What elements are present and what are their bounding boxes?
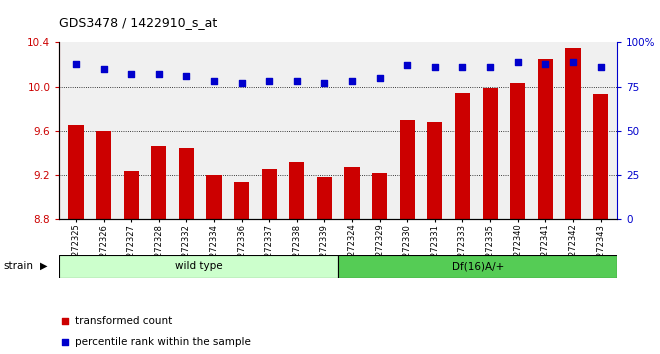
- Point: [568, 59, 578, 65]
- Bar: [566, 48, 581, 219]
- Point: [319, 80, 330, 86]
- Bar: [123, 171, 139, 219]
- Point: [512, 59, 523, 65]
- Bar: [593, 95, 608, 219]
- Bar: [317, 177, 332, 219]
- Point: [457, 64, 468, 70]
- Point: [126, 72, 137, 77]
- Point: [430, 64, 440, 70]
- Point: [154, 72, 164, 77]
- Point: [595, 64, 606, 70]
- Bar: [510, 84, 525, 219]
- Bar: [261, 169, 277, 219]
- Point: [181, 73, 191, 79]
- Bar: [338, 255, 617, 278]
- Bar: [345, 167, 360, 219]
- Text: wild type: wild type: [175, 261, 222, 272]
- Text: ▶: ▶: [40, 261, 47, 271]
- Bar: [69, 125, 84, 219]
- Point: [292, 79, 302, 84]
- Point: [381, 53, 392, 58]
- Point: [264, 79, 275, 84]
- Bar: [455, 93, 470, 219]
- Bar: [482, 88, 498, 219]
- Bar: [96, 131, 111, 219]
- Bar: [427, 122, 442, 219]
- Text: strain: strain: [3, 261, 33, 271]
- Bar: [289, 162, 304, 219]
- Bar: [59, 255, 338, 278]
- Bar: [400, 120, 415, 219]
- Point: [236, 80, 247, 86]
- Point: [402, 63, 412, 68]
- Point: [346, 79, 357, 84]
- Point: [540, 61, 550, 67]
- Text: transformed count: transformed count: [75, 315, 172, 326]
- Text: percentile rank within the sample: percentile rank within the sample: [75, 337, 251, 347]
- Point: [374, 75, 385, 81]
- Bar: [234, 182, 249, 219]
- Bar: [538, 59, 553, 219]
- Point: [98, 66, 109, 72]
- Point: [209, 79, 219, 84]
- Bar: [372, 173, 387, 219]
- Point: [485, 64, 496, 70]
- Bar: [207, 175, 222, 219]
- Bar: [179, 148, 194, 219]
- Point: [71, 61, 81, 67]
- Text: GDS3478 / 1422910_s_at: GDS3478 / 1422910_s_at: [59, 16, 218, 29]
- Point: [381, 249, 392, 255]
- Text: Df(16)A/+: Df(16)A/+: [451, 261, 504, 272]
- Bar: [151, 147, 166, 219]
